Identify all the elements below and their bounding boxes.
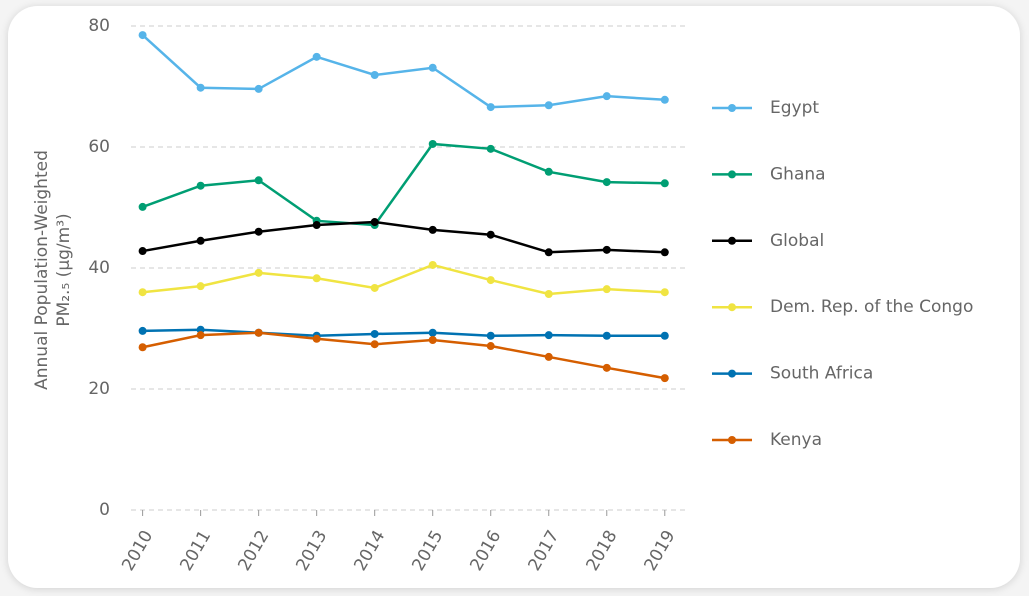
data-point bbox=[196, 282, 205, 291]
data-point bbox=[660, 288, 669, 297]
legend-label: Ghana bbox=[770, 164, 826, 184]
legend-label: Dem. Rep. of the Congo bbox=[770, 297, 973, 317]
data-point bbox=[486, 144, 495, 153]
data-point bbox=[486, 331, 495, 340]
legend-swatch-dot bbox=[728, 236, 736, 245]
data-point bbox=[428, 328, 437, 337]
data-point bbox=[428, 63, 437, 72]
card bbox=[8, 6, 1020, 588]
series-line bbox=[142, 328, 665, 338]
data-point bbox=[370, 218, 379, 227]
data-point bbox=[138, 288, 147, 297]
data-point bbox=[428, 139, 437, 148]
series-line bbox=[142, 220, 665, 254]
data-point bbox=[312, 221, 321, 230]
legend-label: Global bbox=[770, 231, 824, 251]
legend-label: Egypt bbox=[770, 98, 819, 118]
data-point bbox=[254, 227, 263, 236]
y-tick-label: 20 bbox=[88, 379, 110, 399]
y-axis-label: PM₂.₅ (µg/m³) bbox=[54, 213, 74, 326]
y-axis-label: Annual Population-Weighted bbox=[32, 150, 52, 390]
data-point bbox=[544, 167, 553, 176]
data-point bbox=[138, 343, 147, 352]
legend-swatch-dot bbox=[728, 303, 736, 312]
data-point bbox=[486, 103, 495, 112]
data-point bbox=[602, 331, 611, 340]
data-point bbox=[428, 335, 437, 344]
data-point bbox=[602, 178, 611, 187]
data-point bbox=[602, 245, 611, 254]
y-tick-label: 60 bbox=[88, 137, 110, 157]
data-point bbox=[544, 352, 553, 361]
data-point bbox=[312, 274, 321, 283]
data-point bbox=[254, 268, 263, 277]
data-point bbox=[370, 283, 379, 292]
data-point bbox=[196, 331, 205, 340]
legend-swatch-dot bbox=[728, 104, 736, 112]
y-tick-label: 40 bbox=[88, 258, 110, 278]
data-point bbox=[660, 95, 669, 104]
data-point bbox=[138, 202, 147, 211]
data-point bbox=[660, 331, 669, 340]
legend-swatch-dot bbox=[728, 369, 736, 378]
data-point bbox=[196, 83, 205, 92]
data-point bbox=[370, 340, 379, 349]
legend-swatch-dot bbox=[728, 170, 736, 179]
data-point bbox=[254, 176, 263, 185]
legend-swatch-dot bbox=[728, 436, 736, 444]
data-point bbox=[544, 248, 553, 257]
data-point bbox=[660, 248, 669, 257]
legend-label: Kenya bbox=[770, 430, 822, 450]
data-point bbox=[138, 247, 147, 256]
data-point bbox=[544, 290, 553, 299]
data-point bbox=[312, 52, 321, 61]
series-line bbox=[142, 331, 666, 380]
data-point bbox=[544, 101, 553, 110]
data-point bbox=[138, 31, 147, 40]
data-point bbox=[312, 334, 321, 343]
data-point bbox=[428, 260, 437, 269]
series-line bbox=[141, 34, 665, 109]
data-point bbox=[602, 92, 611, 101]
data-point bbox=[370, 71, 379, 80]
data-point bbox=[254, 328, 263, 337]
data-point bbox=[196, 236, 205, 245]
data-point bbox=[544, 331, 553, 340]
data-point bbox=[138, 326, 147, 335]
y-tick-label: 80 bbox=[88, 16, 110, 36]
data-point bbox=[660, 374, 669, 383]
data-point bbox=[602, 285, 611, 294]
data-point bbox=[486, 342, 495, 351]
series-line bbox=[142, 263, 665, 296]
data-point bbox=[486, 276, 495, 285]
series-line bbox=[142, 142, 665, 227]
legend-label: South Africa bbox=[770, 364, 873, 384]
data-point bbox=[428, 225, 437, 234]
data-point bbox=[370, 329, 379, 338]
data-point bbox=[486, 230, 495, 239]
data-point bbox=[196, 181, 205, 190]
y-tick-label: 0 bbox=[99, 500, 110, 520]
data-point bbox=[602, 363, 611, 372]
data-point bbox=[254, 84, 263, 93]
data-point bbox=[660, 179, 669, 188]
